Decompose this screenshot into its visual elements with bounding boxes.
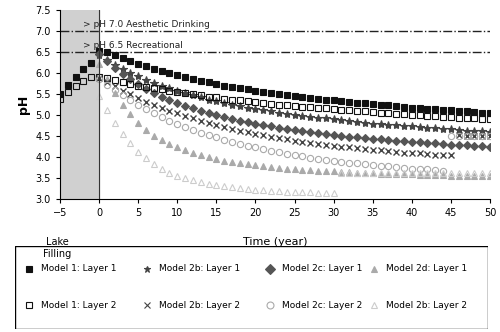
Text: Model 2b: Layer 2: Model 2b: Layer 2 — [159, 301, 240, 310]
Bar — [60, 10, 99, 199]
Text: > pH 7.0 Aesthetic Drinking: > pH 7.0 Aesthetic Drinking — [84, 20, 210, 29]
Text: Model 2c: Layer 2: Model 2c: Layer 2 — [282, 301, 362, 310]
Text: Time (year): Time (year) — [243, 237, 307, 247]
Text: > pH 6.5 Recreational: > pH 6.5 Recreational — [84, 41, 184, 50]
Text: Model 1: Layer 1: Model 1: Layer 1 — [41, 264, 117, 274]
Text: Model 2d: Layer 1: Model 2d: Layer 1 — [386, 264, 467, 274]
Text: Model 2c: Layer 1: Model 2c: Layer 1 — [282, 264, 362, 274]
Text: Model 1: Layer 2: Model 1: Layer 2 — [41, 301, 117, 310]
Text: Model 2b: Layer 2: Model 2b: Layer 2 — [386, 301, 467, 310]
Y-axis label: pH: pH — [17, 95, 30, 114]
Text: Lake
Filling: Lake Filling — [44, 237, 72, 259]
Text: Model 2b: Layer 1: Model 2b: Layer 1 — [159, 264, 240, 274]
